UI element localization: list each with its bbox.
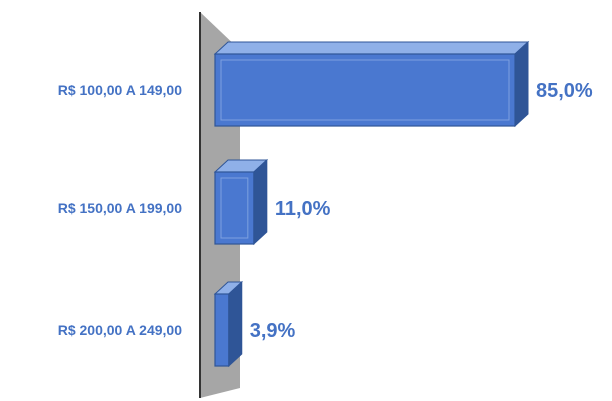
bar-1 [213,40,530,128]
bar-top-face [213,41,530,55]
category-label: R$ 200,00 A 249,00 [58,322,182,338]
bar-highlight [220,59,510,121]
bar-side-face [514,40,529,128]
bar-front-face [214,53,516,127]
bar-side-face [253,158,268,246]
bar-side-face [228,280,243,368]
bar-2 [213,158,269,246]
bar-highlight [220,177,249,239]
bar-3 [213,280,244,368]
data-label: 3,9% [250,320,296,342]
data-label: 85,0% [536,80,593,102]
data-label: 11,0% [275,198,331,220]
category-label: R$ 100,00 A 149,00 [58,82,182,98]
category-label: R$ 150,00 A 199,00 [58,200,182,216]
bar-front-face [214,293,230,367]
